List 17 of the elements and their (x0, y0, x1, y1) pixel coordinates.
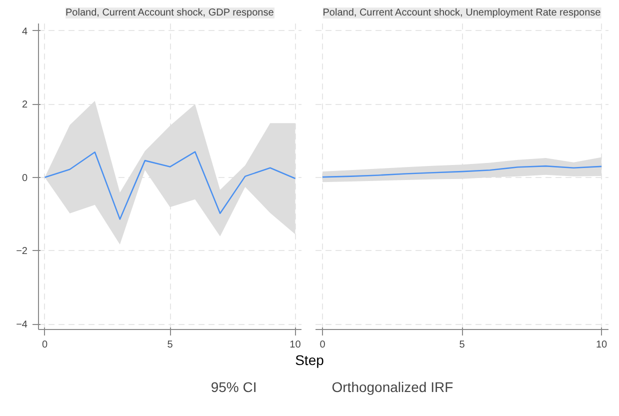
x-tick-label: 0 (320, 340, 326, 350)
chart-title: Poland, Current Account shock, Unemployment Rate response (322, 8, 602, 18)
x-tick-label: 0 (42, 340, 48, 350)
chart-title: Poland, Current Account shock, GDP response (66, 8, 274, 18)
text: Orthogonalized IRF (332, 379, 454, 395)
line-series (44, 151, 296, 220)
y-tick-label: 0 (22, 172, 28, 184)
text: 95% CI (210, 379, 257, 395)
x-axis-title: Step (295, 351, 324, 370)
x-tick-label: 10 (290, 340, 302, 350)
y-tick-label: −4 (16, 320, 28, 331)
y-tick-label: 2 (22, 100, 28, 111)
x-tick-label: 5 (167, 340, 174, 350)
x-tick-label: 5 (459, 340, 466, 350)
y-tick-label: −2 (16, 246, 28, 258)
x-tick-label: 10 (596, 340, 608, 350)
y-tick-label: 4 (22, 26, 28, 38)
